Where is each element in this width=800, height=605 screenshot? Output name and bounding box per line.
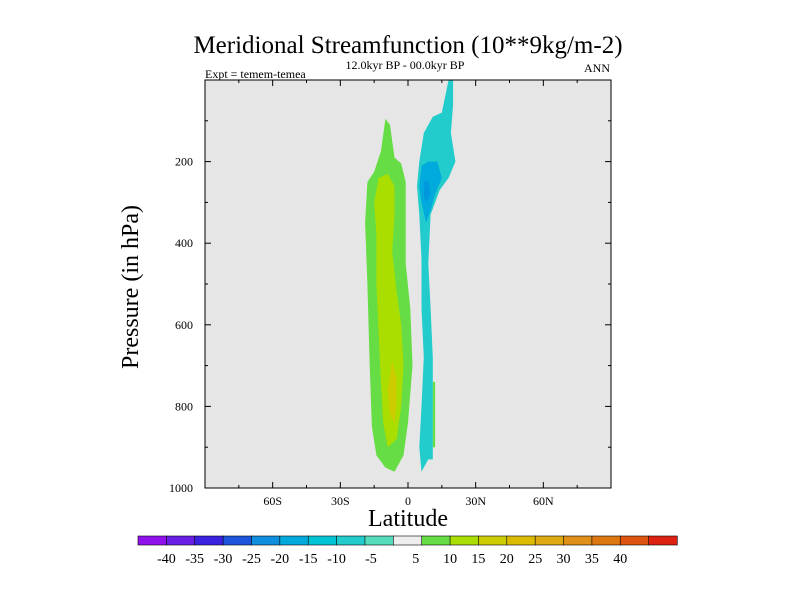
colorbar-label: 30: [557, 552, 571, 567]
colorbar-label: 25: [528, 552, 542, 567]
colorbar-swatch: [251, 535, 281, 546]
colorbar-swatch: [449, 535, 480, 546]
colorbar-swatch: [307, 535, 338, 546]
y-axis-label: Pressure (in hPa): [118, 205, 144, 369]
colorbar-swatch: [336, 535, 366, 546]
colorbar: -40 -35 -30 -25 -20 -15 -10 -5 5 10 15 20 25 30 35 40: [137, 535, 678, 567]
x-tick-label: 30N: [465, 494, 486, 508]
y-tick-label: 600: [175, 318, 193, 332]
colorbar-swatch: [364, 535, 394, 546]
contour-region-positive-cell-15-20: [387, 361, 397, 423]
colorbar-swatch: [421, 535, 451, 546]
colorbar-swatch: [563, 535, 593, 546]
x-tick-label: 0: [405, 494, 411, 508]
colorbar-swatch: [194, 535, 224, 546]
right-string: ANN: [584, 61, 610, 75]
x-tick-label: 60S: [263, 494, 282, 508]
colorbar-label: 35: [585, 552, 599, 567]
y-axis: 200 400 600 800 1000: [169, 120, 611, 495]
colorbar-label: 5: [412, 552, 419, 567]
colorbar-label: -40: [157, 552, 176, 567]
y-tick-label: 400: [175, 236, 193, 250]
y-tick-label: 200: [175, 155, 193, 169]
y-tick-label: 800: [175, 399, 193, 413]
colorbar-swatch: [506, 535, 536, 546]
colorbar-label: -10: [327, 552, 346, 567]
contour-region-negative-cell-minus-10-minus-15: [419, 161, 442, 223]
colorbar-swatch: [279, 535, 309, 546]
plot-background: [205, 80, 611, 488]
colorbar-swatch: [591, 535, 621, 546]
colorbar-swatch: [648, 535, 678, 546]
colorbar-label: -35: [185, 552, 204, 567]
colorbar-swatch: [534, 535, 565, 546]
x-tick-label: 30S: [331, 494, 350, 508]
contour-region-negative-cell-minus-15-minus-20: [423, 180, 431, 203]
colorbar-label: -30: [214, 552, 233, 567]
x-tick-label: 60N: [533, 494, 554, 508]
colorbar-label: 20: [500, 552, 514, 567]
colorbar-label: 40: [613, 552, 627, 567]
colorbar-label: -15: [299, 552, 318, 567]
left-string: Expt = temem-temea: [205, 67, 306, 81]
colorbar-label: 15: [471, 552, 485, 567]
contour-region-positive-small-5-10: [432, 381, 436, 448]
colorbar-swatch: [222, 535, 253, 546]
colorbar-swatch: [619, 535, 650, 546]
colorbar-swatch: [166, 535, 196, 546]
chart-subtitle: 12.0kyr BP - 00.0kyr BP: [346, 58, 465, 72]
y-tick-label: 1000: [169, 481, 193, 495]
colorbar-label: -25: [242, 552, 261, 567]
x-axis-label: Latitude: [368, 506, 448, 532]
contour-regions: [365, 80, 456, 472]
colorbar-label: -20: [270, 552, 289, 567]
colorbar-label: -5: [365, 552, 377, 567]
colorbar-swatch: [137, 535, 167, 546]
colorbar-swatch: [393, 535, 423, 546]
colorbar-label: 10: [443, 552, 457, 567]
chart-title: Meridional Streamfunction (10**9kg/m-2): [193, 32, 622, 59]
colorbar-swatch: [478, 535, 508, 546]
x-axis: 60S 30S 0 30N 60N: [238, 80, 578, 508]
